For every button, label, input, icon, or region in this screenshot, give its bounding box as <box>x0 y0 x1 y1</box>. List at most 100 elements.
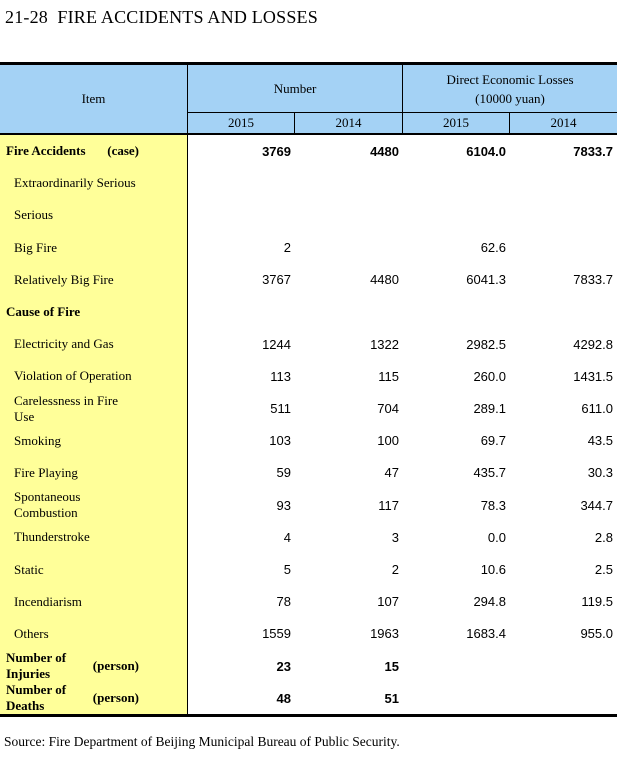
value-cell: 30.3 <box>587 465 613 481</box>
table-row: Carelessness in Fire Use 511 704 289.1 611.0 <box>0 392 617 425</box>
row-label: Cause of Fire <box>6 304 81 320</box>
row-label-cell: Fire Accidents (case) <box>0 135 188 168</box>
value-cell: 611.0 <box>581 401 613 417</box>
document-page: 21-28 FIRE ACCIDENTS AND LOSSES Item Num… <box>0 7 617 764</box>
row-label-cell: Extraordinarily Serious <box>0 167 188 200</box>
table-row: Others 1559 1963 1683.4 955.0 <box>0 617 617 650</box>
table-title: 21-28 FIRE ACCIDENTS AND LOSSES <box>5 7 318 27</box>
value-cell: 7833.7 <box>573 272 613 288</box>
value-cell: 435.7 <box>473 465 506 481</box>
value-cell: 6041.3 <box>466 272 506 288</box>
value-cell <box>403 650 510 682</box>
row-label: Fire Playing <box>14 464 78 480</box>
value-cell: 3769 <box>262 143 291 159</box>
source-note: Source: Fire Department of Beijing Munic… <box>4 734 400 750</box>
value-cell <box>295 296 403 328</box>
table-row: Relatively Big Fire 3767 4480 6041.3 7833.7 <box>0 263 617 296</box>
row-label: Others <box>14 625 49 641</box>
col-group-economic-losses: Direct Economic Losses (10000 yuan) <box>403 65 617 112</box>
table-row: Incendiarism 78 107 294.8 119.5 <box>0 585 617 618</box>
value-cell: 344.7 <box>580 497 613 513</box>
value-cell: 3767 <box>262 272 291 288</box>
row-label-cell: Violation of Operation <box>0 360 188 393</box>
value-cell <box>403 199 510 231</box>
value-cell: 62.6 <box>480 240 506 256</box>
row-label-cell: Electricity and Gas <box>0 328 188 361</box>
row-label: Fire Accidents <box>6 143 86 159</box>
row-label: Spontaneous Combustion <box>14 489 81 521</box>
col-group-losses-unit: (10000 yuan) <box>475 90 545 106</box>
row-label-cell: Spontaneous Combustion <box>0 489 188 522</box>
value-cell: 4292.8 <box>573 336 613 352</box>
row-label: Number of Injuries <box>6 650 67 682</box>
value-cell <box>188 167 295 199</box>
fire-accidents-table: Item Number Direct Economic Losses (1000… <box>0 62 617 718</box>
value-cell <box>403 296 510 328</box>
value-cell: 5 <box>283 562 291 578</box>
table-row: Cause of Fire <box>0 295 617 329</box>
table-row: Number of Injuries (person) 23 15 <box>0 650 617 683</box>
row-unit: (case) <box>107 143 139 159</box>
value-cell: 47 <box>384 465 399 481</box>
value-cell <box>510 199 617 231</box>
table-row: Violation of Operation 113 115 260.0 1431.5 <box>0 360 617 393</box>
value-cell: 1431.5 <box>573 368 613 384</box>
table-row: Spontaneous Combustion 93 117 78.3 344.7 <box>0 489 617 522</box>
value-cell <box>295 199 403 231</box>
value-cell <box>295 167 403 199</box>
value-cell: 1683.4 <box>466 626 506 642</box>
table-body: Fire Accidents (case) 3769 4480 6104.0 7833.7… <box>0 135 617 715</box>
value-cell: 115 <box>378 368 399 384</box>
value-cell: 1559 <box>262 626 291 642</box>
col-header-item: Item <box>0 65 188 133</box>
value-cell: 289.1 <box>473 401 506 417</box>
row-label: Big Fire <box>14 239 57 255</box>
row-label-cell: Number of Injuries (person) <box>0 650 188 683</box>
table-row: Thunderstroke 4 3 0.0 2.8 <box>0 521 617 554</box>
value-cell: 2 <box>283 240 291 256</box>
col-group-number: Number <box>188 65 403 112</box>
value-cell <box>510 650 617 682</box>
row-unit: (person) <box>92 690 139 706</box>
value-cell: 43.5 <box>587 433 613 449</box>
row-label: Number of Deaths <box>6 682 67 714</box>
table-row: Electricity and Gas 1244 1322 2982.5 4292.8 <box>0 328 617 361</box>
value-cell: 15 <box>384 658 399 674</box>
table-row: Fire Playing 59 47 435.7 30.3 <box>0 456 617 490</box>
table-row: Smoking 103 100 69.7 43.5 <box>0 424 617 457</box>
value-cell: 6104.0 <box>466 143 506 159</box>
value-cell: 704 <box>377 401 399 417</box>
row-label: Smoking <box>14 432 61 448</box>
row-label-cell: Serious <box>0 199 188 232</box>
value-cell <box>188 199 295 231</box>
row-label-cell: Cause of Fire <box>0 295 188 329</box>
value-cell: 78 <box>276 594 291 610</box>
value-cell: 955.0 <box>580 626 613 642</box>
value-cell: 69.7 <box>480 433 506 449</box>
value-cell: 93 <box>276 497 291 513</box>
value-cell: 1963 <box>370 626 399 642</box>
value-cell <box>510 682 617 714</box>
row-label-cell: Static <box>0 553 188 586</box>
value-cell: 103 <box>269 433 291 449</box>
row-label: Serious <box>14 207 53 223</box>
table-row: Serious <box>0 199 617 232</box>
value-cell <box>403 682 510 714</box>
table-row: Big Fire 2 62.6 <box>0 231 617 264</box>
value-cell: 7833.7 <box>573 143 613 159</box>
value-cell: 4480 <box>370 143 399 159</box>
row-label-cell: Others <box>0 617 188 650</box>
value-cell: 511 <box>270 401 291 417</box>
row-label: Relatively Big Fire <box>14 271 114 287</box>
row-label: Thunderstroke <box>14 529 90 545</box>
value-cell <box>510 296 617 328</box>
value-cell: 78.3 <box>480 497 506 513</box>
table-row: Fire Accidents (case) 3769 4480 6104.0 7833.7 <box>0 135 617 168</box>
value-cell: 1322 <box>370 336 399 352</box>
value-cell: 48 <box>276 690 291 706</box>
row-label-cell: Relatively Big Fire <box>0 263 188 296</box>
row-label-cell: Thunderstroke <box>0 521 188 554</box>
row-label: Extraordinarily Serious <box>14 175 136 191</box>
table-header: Item Number Direct Economic Losses (1000… <box>0 65 617 135</box>
col-header-losses-2015: 2015 <box>403 112 510 133</box>
